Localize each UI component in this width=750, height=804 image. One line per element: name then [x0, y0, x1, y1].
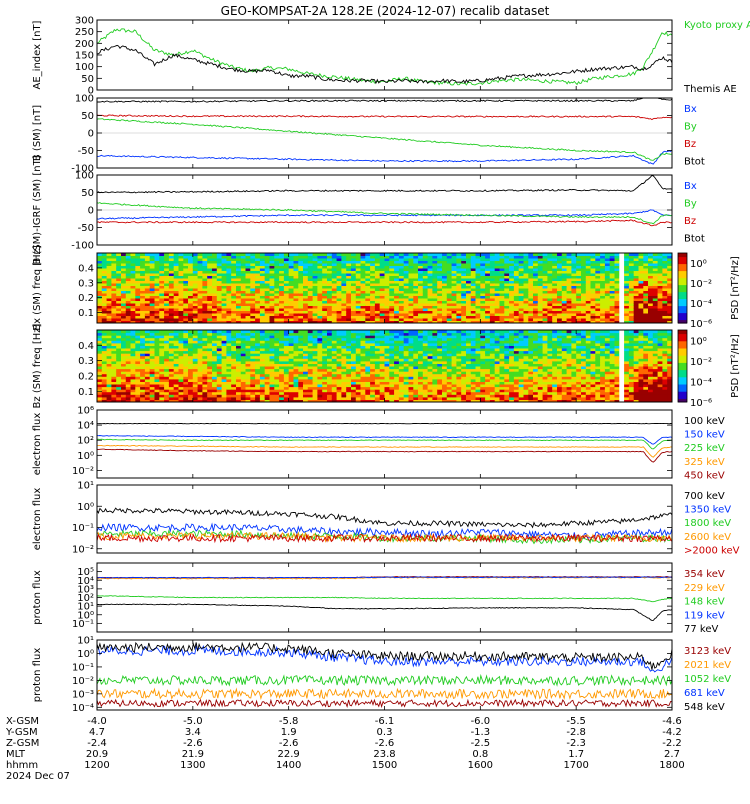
y-axis-label: AE_index [nT] — [32, 20, 43, 89]
series-line-by — [97, 203, 672, 224]
legend-label: Bx — [684, 104, 697, 115]
y-tick-label: -50 — [78, 146, 94, 157]
colorbar-tick-label: 10⁰ — [690, 259, 707, 270]
y-tick-label: 0.4 — [78, 263, 94, 274]
legend-label: Bx — [684, 181, 697, 192]
y-tick-label: 150 — [75, 51, 94, 62]
legend-label: Bz — [684, 216, 696, 227]
y-tick-label: -50 — [78, 223, 94, 234]
y-tick-label: 0 — [88, 206, 94, 217]
y-axis-label: B (SM) [nT] — [32, 105, 43, 161]
y-tick-label: 50 — [81, 188, 94, 199]
y-tick-label: 300 — [75, 16, 94, 27]
legend-label: By — [684, 199, 697, 210]
colorbar-label: PSD [nT²/Hz] — [730, 256, 741, 320]
series-line-kyoto-proxy-ae — [97, 29, 672, 85]
y-tick-label: 100 — [75, 94, 94, 105]
panel-frame — [97, 20, 672, 90]
data-gap — [619, 253, 624, 323]
colorbar-tick-label: 10⁻² — [690, 279, 712, 290]
y-tick-label: 0.1 — [78, 308, 94, 319]
legend-label: Kyoto proxy AE — [684, 20, 750, 31]
series-line-themis-ae — [97, 45, 672, 83]
series-line-bz — [97, 220, 672, 226]
colorbar-tick-label: 10⁻⁶ — [690, 319, 712, 330]
legend-label: Themis AE — [683, 84, 737, 95]
series-line-by — [97, 119, 672, 161]
series-line-bx — [97, 210, 672, 219]
y-tick-label: 50 — [81, 111, 94, 122]
legend-label: By — [684, 122, 697, 133]
y-axis-label: Bx (SM) freq [Hz] — [32, 245, 43, 331]
y-tick-label: 0.2 — [78, 293, 94, 304]
colorbar-tick-label: 10⁻⁴ — [690, 299, 712, 310]
figure-title: GEO-KOMPSAT-2A 128.2E (2024-12-07) recal… — [221, 4, 550, 18]
y-tick-label: 250 — [75, 27, 94, 38]
y-tick-label: 100 — [75, 62, 94, 73]
legend-label: Btot — [684, 234, 705, 245]
y-tick-label: 0 — [88, 129, 94, 140]
series-line-bz — [97, 115, 672, 120]
y-tick-label: 100 — [75, 171, 94, 182]
y-tick-label: 0.3 — [78, 278, 94, 289]
legend-label: Bz — [684, 139, 696, 150]
y-tick-label: 200 — [75, 39, 94, 50]
series-line-bx — [97, 150, 672, 164]
y-tick-label: 50 — [81, 74, 94, 85]
legend-label: Btot — [684, 157, 705, 168]
y-tick-label: -100 — [71, 241, 94, 252]
